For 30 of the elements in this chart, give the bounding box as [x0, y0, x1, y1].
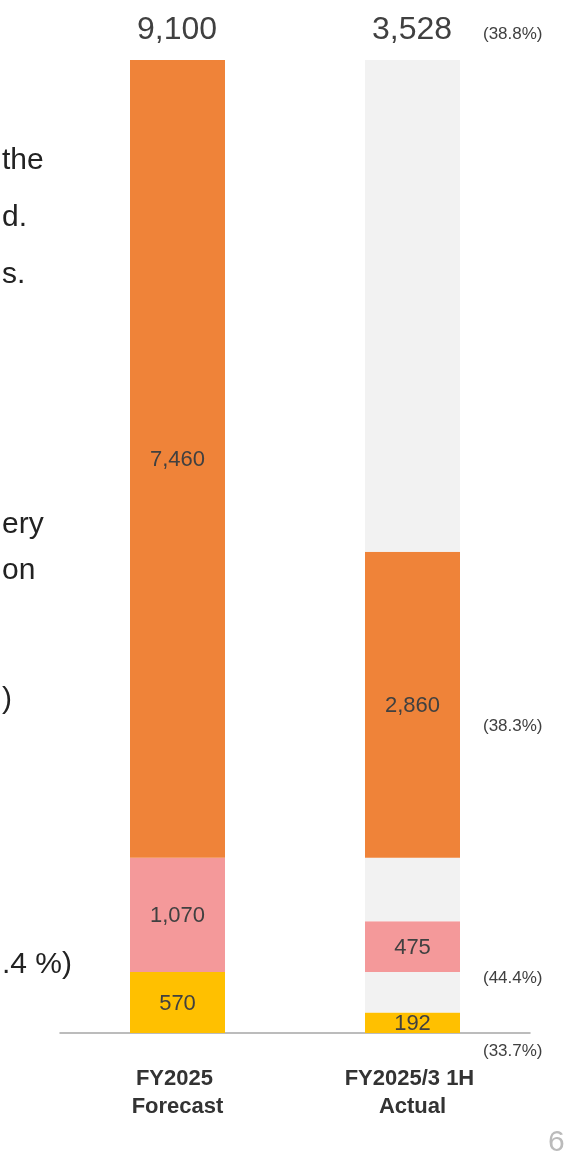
bar [365, 921, 460, 973]
bar [365, 60, 460, 552]
annotation: (44.4%) [483, 967, 543, 987]
text: 6 [548, 1123, 565, 1157]
text: ery [2, 505, 44, 539]
data-label: 1,070 [149, 902, 206, 928]
text: the [2, 141, 44, 175]
bar [365, 972, 460, 1013]
x-tick-label: FY2025/3 1H Actual [344, 1064, 481, 1118]
bar [365, 551, 460, 858]
bar [130, 972, 225, 1033]
bar [130, 857, 225, 973]
data-label: 7,460 [149, 446, 206, 472]
text: 3,528 [371, 10, 453, 46]
annotation: .4 %) [2, 945, 73, 979]
text: s. [2, 255, 26, 289]
data-label: 2,860 [384, 692, 441, 718]
bar [365, 857, 460, 922]
x-tick-label: FY2025 Forecast [131, 1064, 225, 1118]
text: ) [2, 680, 12, 714]
text: on [2, 551, 36, 585]
data-label: 570 [159, 990, 196, 1016]
data-label: 475 [394, 934, 431, 960]
text: d. [2, 198, 28, 232]
text: (33.7%) [483, 1040, 543, 1060]
data-label: 192 [394, 1010, 431, 1036]
text: 9,100 [136, 10, 218, 46]
text: (38.8%) [483, 23, 543, 43]
annotation: (38.3%) [483, 715, 543, 735]
bar [130, 60, 225, 858]
